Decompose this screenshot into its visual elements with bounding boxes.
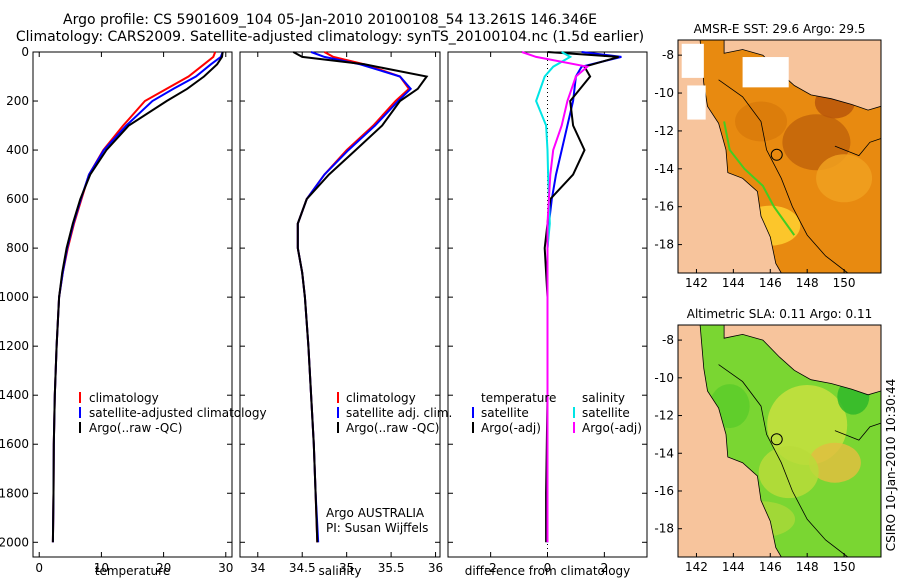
y-tick-label: 400	[6, 143, 29, 157]
x-tick-label: 30	[218, 561, 233, 575]
y-tick-label: -8	[662, 48, 674, 62]
y-tick-label: -16	[654, 484, 674, 498]
x-tick-label: 144	[722, 276, 745, 290]
x-tick-label: 36	[428, 561, 443, 575]
x-tick-label: 2	[601, 561, 609, 575]
depth-contour	[718, 79, 849, 274]
legend-label: satellite	[481, 406, 529, 420]
sla-map-group	[677, 324, 882, 558]
x-tick-label: 0	[35, 561, 43, 575]
sst-no-data	[681, 43, 704, 78]
legend-label: climatology	[89, 391, 159, 405]
x-tick-label: 148	[796, 560, 819, 574]
sst-no-data	[687, 85, 706, 120]
x-tick-label: 148	[796, 276, 819, 290]
y-tick-label: -16	[654, 200, 674, 214]
x-tick-label: 0	[544, 561, 552, 575]
x-tick-label: 20	[156, 561, 171, 575]
sla-map-frame	[677, 324, 882, 558]
sst-map-group	[677, 39, 882, 274]
y-tick-label: 1000	[0, 290, 29, 304]
plot-frame-salinity-profile	[239, 51, 441, 558]
y-tick-label: -10	[654, 86, 674, 100]
depth-contour	[834, 422, 882, 441]
plot-frame-temperature-profile	[32, 51, 233, 558]
y-tick-label: 1600	[0, 437, 29, 451]
y-tick-label: -10	[654, 371, 674, 385]
x-tick-label: 142	[685, 560, 708, 574]
x-tick-label: 144	[722, 560, 745, 574]
timestamp-stamp: CSIRO 10-Jan-2010 10:30:44	[884, 379, 898, 551]
x-tick-label: 142	[685, 276, 708, 290]
title-line-2: Climatology: CARS2009. Satellite-adjuste…	[15, 29, 645, 45]
title-line-1: Argo profile: CS 5901609_104 05-Jan-2010…	[63, 12, 597, 28]
x-tick-label: 34	[250, 561, 265, 575]
legend-label: Argo(..raw -QC)	[89, 421, 182, 435]
legend-label: satellite adj. clim.	[346, 406, 452, 420]
x-tick-label: 150	[833, 560, 856, 574]
x-tick-label: -2	[485, 561, 497, 575]
legend-header: temperature	[481, 391, 556, 405]
x-tick-label: 150	[833, 276, 856, 290]
argo-annotation: Argo AUSTRALIA	[326, 506, 425, 520]
y-tick-label: 1200	[0, 339, 29, 353]
x-tick-label: 35.5	[378, 561, 405, 575]
y-tick-label: 600	[6, 192, 29, 206]
y-tick-label: 0	[21, 45, 29, 59]
y-tick-label: 200	[6, 94, 29, 108]
sst-anomaly-patch	[816, 154, 873, 203]
x-tick-label: 146	[759, 560, 782, 574]
y-tick-label: -14	[654, 446, 674, 460]
argo-position-marker	[770, 148, 783, 161]
series-line-argo-raw-qc-	[51, 51, 224, 543]
y-tick-label: 2000	[0, 535, 29, 549]
y-tick-label: 800	[6, 241, 29, 255]
legend-label: Argo(..raw -QC)	[346, 421, 439, 435]
sst-map-title: AMSR-E SST: 29.6 Argo: 29.5	[694, 22, 866, 36]
y-tick-label: 1800	[0, 486, 29, 500]
argo-position-marker	[770, 433, 783, 446]
legend-label: Argo(-adj)	[582, 421, 642, 435]
y-tick-label: -18	[654, 522, 674, 536]
legend-header: salinity	[582, 391, 625, 405]
x-axis-label: salinity	[318, 564, 361, 578]
y-tick-label: 1400	[0, 388, 29, 402]
y-tick-label: -12	[654, 124, 674, 138]
sla-map-title: Altimetric SLA: 0.11 Argo: 0.11	[687, 307, 872, 321]
x-tick-label: 10	[94, 561, 109, 575]
sst-no-data	[742, 57, 789, 88]
sla-anomaly-patch	[808, 442, 861, 483]
sla-anomaly-patch	[758, 446, 819, 499]
reef-line	[723, 121, 796, 236]
depth-contour	[718, 364, 849, 558]
legend-label: Argo(-adj)	[481, 421, 541, 435]
australia-landmass	[677, 324, 782, 558]
legend-label: satellite	[582, 406, 630, 420]
y-tick-label: -12	[654, 409, 674, 423]
legend-label: climatology	[346, 391, 416, 405]
y-tick-label: -18	[654, 238, 674, 252]
pi-annotation: PI: Susan Wijffels	[326, 521, 428, 535]
series-line-salinity-argo-adj-	[521, 51, 590, 543]
x-tick-label: 146	[759, 276, 782, 290]
sst-map-frame	[677, 39, 882, 274]
y-tick-label: -14	[654, 162, 674, 176]
x-axis-label: difference from climatology	[465, 564, 631, 578]
y-tick-label: -8	[662, 333, 674, 347]
x-tick-label: 35	[339, 561, 354, 575]
legend-label: satellite-adjusted climatology	[89, 406, 267, 420]
x-axis-label: temperature	[95, 564, 170, 578]
x-tick-label: 34.5	[289, 561, 316, 575]
series-line-argo-raw-qc-	[292, 51, 429, 543]
depth-contour	[834, 138, 882, 157]
